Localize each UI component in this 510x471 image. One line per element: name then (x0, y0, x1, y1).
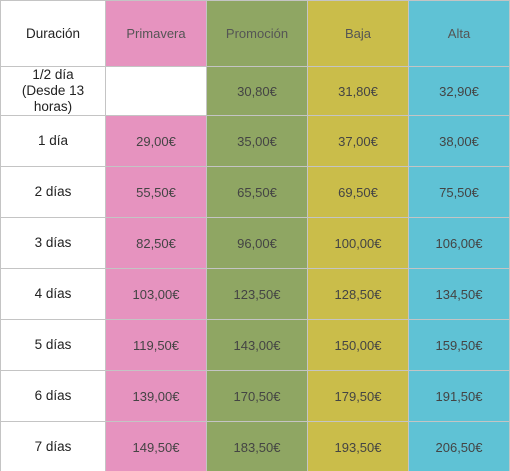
price-promocion: 35,00€ (206, 115, 308, 167)
half-day-label-line1: 1/2 día (32, 67, 74, 83)
half-day-label: 1/2 día (Desde 13 horas) (0, 66, 106, 116)
price-baja: 179,50€ (307, 370, 409, 422)
price-baja: 150,00€ (307, 319, 409, 371)
row-label: 1 día (0, 115, 106, 167)
header-promocion: Promoción (206, 0, 308, 67)
price-promocion: 65,50€ (206, 166, 308, 218)
half-day-label-line2: (Desde 13 horas) (21, 83, 85, 114)
price-alta: 206,50€ (408, 421, 510, 471)
table-row: 4 días 103,00€ 123,50€ 128,50€ 134,50€ (0, 268, 510, 320)
half-day-alta: 32,90€ (408, 66, 510, 116)
table-row: 6 días 139,00€ 170,50€ 179,50€ 191,50€ (0, 370, 510, 422)
table-row: 2 días 55,50€ 65,50€ 69,50€ 75,50€ (0, 166, 510, 218)
price-alta: 106,00€ (408, 217, 510, 269)
price-baja: 193,50€ (307, 421, 409, 471)
price-promocion: 123,50€ (206, 268, 308, 320)
price-baja: 100,00€ (307, 217, 409, 269)
price-promocion: 183,50€ (206, 421, 308, 471)
price-alta: 134,50€ (408, 268, 510, 320)
table-row: 7 días 149,50€ 183,50€ 193,50€ 206,50€ (0, 421, 510, 471)
table-row: 5 días 119,50€ 143,00€ 150,00€ 159,50€ (0, 319, 510, 371)
row-label: 3 días (0, 217, 106, 269)
price-primavera: 82,50€ (105, 217, 207, 269)
price-primavera: 55,50€ (105, 166, 207, 218)
price-promocion: 143,00€ (206, 319, 308, 371)
row-label: 4 días (0, 268, 106, 320)
header-baja: Baja (307, 0, 409, 67)
table-row: 3 días 82,50€ 96,00€ 100,00€ 106,00€ (0, 217, 510, 269)
price-primavera: 119,50€ (105, 319, 207, 371)
price-primavera: 139,00€ (105, 370, 207, 422)
header-duration: Duración (0, 0, 106, 67)
half-day-baja: 31,80€ (307, 66, 409, 116)
price-promocion: 96,00€ (206, 217, 308, 269)
half-day-promocion: 30,80€ (206, 66, 308, 116)
price-promocion: 170,50€ (206, 370, 308, 422)
price-baja: 37,00€ (307, 115, 409, 167)
row-label: 6 días (0, 370, 106, 422)
table-row: 1 día 29,00€ 35,00€ 37,00€ 38,00€ (0, 115, 510, 167)
row-label: 7 días (0, 421, 106, 471)
price-primavera: 29,00€ (105, 115, 207, 167)
header-row: Duración Primavera Promoción Baja Alta (0, 0, 510, 67)
half-day-row: 1/2 día (Desde 13 horas) 30,80€ 31,80€ 3… (0, 66, 510, 116)
price-primavera: 103,00€ (105, 268, 207, 320)
price-baja: 69,50€ (307, 166, 409, 218)
half-day-primavera (105, 66, 207, 116)
price-alta: 38,00€ (408, 115, 510, 167)
header-alta: Alta (408, 0, 510, 67)
price-alta: 191,50€ (408, 370, 510, 422)
header-primavera: Primavera (105, 0, 207, 67)
price-baja: 128,50€ (307, 268, 409, 320)
price-alta: 75,50€ (408, 166, 510, 218)
price-primavera: 149,50€ (105, 421, 207, 471)
row-label: 2 días (0, 166, 106, 218)
price-alta: 159,50€ (408, 319, 510, 371)
row-label: 5 días (0, 319, 106, 371)
